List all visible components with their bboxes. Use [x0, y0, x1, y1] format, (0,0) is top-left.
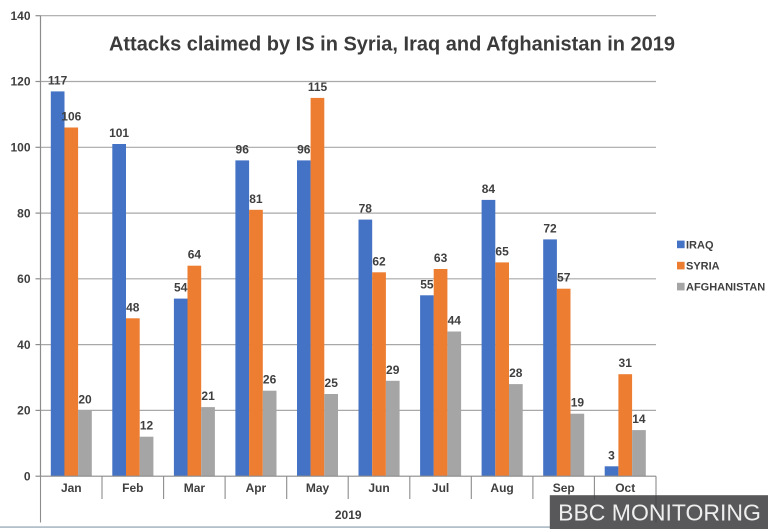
svg-text:Oct: Oct: [615, 481, 635, 495]
svg-text:60: 60: [17, 272, 31, 286]
svg-text:Feb: Feb: [122, 481, 143, 495]
svg-text:Mar: Mar: [184, 481, 206, 495]
svg-text:48: 48: [126, 300, 140, 314]
svg-text:0: 0: [24, 469, 31, 483]
svg-text:SYRIA: SYRIA: [686, 261, 720, 273]
svg-text:96: 96: [236, 142, 250, 156]
svg-text:54: 54: [174, 281, 188, 295]
svg-text:117: 117: [48, 73, 68, 87]
svg-text:96: 96: [297, 142, 311, 156]
svg-text:65: 65: [495, 244, 509, 258]
svg-text:AFGHANISTAN: AFGHANISTAN: [686, 282, 765, 294]
svg-text:Apr: Apr: [246, 481, 267, 495]
svg-text:21: 21: [201, 389, 215, 403]
svg-text:78: 78: [359, 202, 373, 216]
svg-text:3: 3: [608, 448, 615, 462]
svg-text:26: 26: [263, 373, 277, 387]
svg-text:40: 40: [17, 338, 31, 352]
svg-text:14: 14: [632, 412, 646, 426]
svg-text:20: 20: [78, 392, 92, 406]
svg-text:25: 25: [325, 376, 339, 390]
svg-text:Attacks claimed by IS in Syria: Attacks claimed by IS in Syria, Iraq and…: [109, 34, 675, 56]
svg-text:100: 100: [10, 141, 30, 155]
svg-text:63: 63: [434, 251, 448, 265]
svg-text:31: 31: [619, 356, 633, 370]
svg-text:120: 120: [10, 75, 30, 89]
svg-text:Jun: Jun: [368, 481, 389, 495]
svg-text:BBC MONITORING: BBC MONITORING: [558, 500, 761, 526]
svg-text:May: May: [306, 481, 330, 495]
svg-text:64: 64: [188, 248, 202, 262]
svg-text:12: 12: [140, 419, 154, 433]
svg-text:81: 81: [249, 192, 263, 206]
svg-text:80: 80: [17, 206, 31, 220]
svg-text:Jul: Jul: [432, 481, 449, 495]
svg-text:2019: 2019: [335, 508, 362, 522]
svg-text:84: 84: [482, 182, 496, 196]
svg-text:72: 72: [543, 221, 557, 235]
svg-text:55: 55: [420, 277, 434, 291]
svg-text:57: 57: [557, 271, 571, 285]
svg-text:115: 115: [308, 80, 328, 94]
svg-text:Aug: Aug: [490, 481, 513, 495]
svg-text:44: 44: [448, 314, 462, 328]
svg-text:IRAQ: IRAQ: [686, 239, 714, 251]
svg-text:101: 101: [109, 126, 129, 140]
svg-text:Jan: Jan: [61, 481, 82, 495]
svg-text:19: 19: [571, 396, 585, 410]
svg-text:62: 62: [372, 254, 386, 268]
svg-text:20: 20: [17, 404, 31, 418]
svg-text:140: 140: [10, 9, 30, 23]
svg-text:Sep: Sep: [553, 481, 575, 495]
svg-text:29: 29: [386, 363, 400, 377]
svg-text:106: 106: [61, 110, 81, 124]
svg-text:28: 28: [509, 366, 523, 380]
